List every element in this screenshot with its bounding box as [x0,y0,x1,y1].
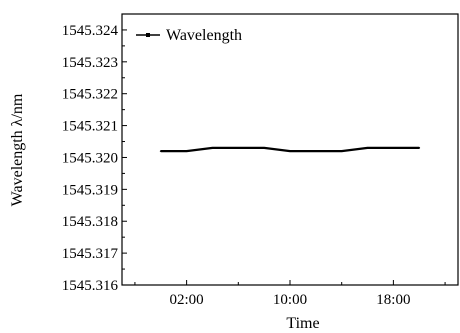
y-tick-label: 1545.320 [62,150,118,166]
data-point [263,147,266,149]
y-axis-ticks: 1545.316 1545.317 1545.318 1545.319 1545.320… [62,23,127,294]
legend-label-wavelength: Wavelength [166,27,242,44]
x-tick-label: 18:00 [376,292,410,308]
data-point [185,150,188,152]
y-tick-label: 1545.319 [62,182,118,198]
y-tick-label: 1545.318 [62,214,118,230]
x-axis-ticks: 02:00 10:00 18:00 [134,280,446,308]
data-point [159,150,162,152]
data-point [366,147,369,149]
x-axis-label: Time [286,315,319,332]
legend-marker [146,33,150,37]
y-tick-label: 1545.323 [62,55,118,71]
y-tick-label: 1545.324 [62,23,119,39]
data-point [211,147,214,149]
y-tick-label: 1545.316 [62,278,119,294]
data-point [289,150,291,152]
y-tick-label: 1545.322 [62,87,118,103]
legend: Wavelength [136,27,242,44]
data-point [418,147,421,149]
y-tick-label: 1545.321 [62,119,118,135]
y-axis-label: Wavelength λ/nm [9,93,26,206]
data-point [392,147,395,149]
series-layer [159,146,421,153]
data-point [237,147,240,149]
plot-border [121,13,459,286]
x-tick-label: 02:00 [170,292,204,308]
x-tick-label: 10:00 [273,292,307,308]
data-point [340,150,343,152]
plot-frame [121,13,459,286]
data-point [314,150,317,152]
y-tick-label: 1545.317 [62,246,119,262]
